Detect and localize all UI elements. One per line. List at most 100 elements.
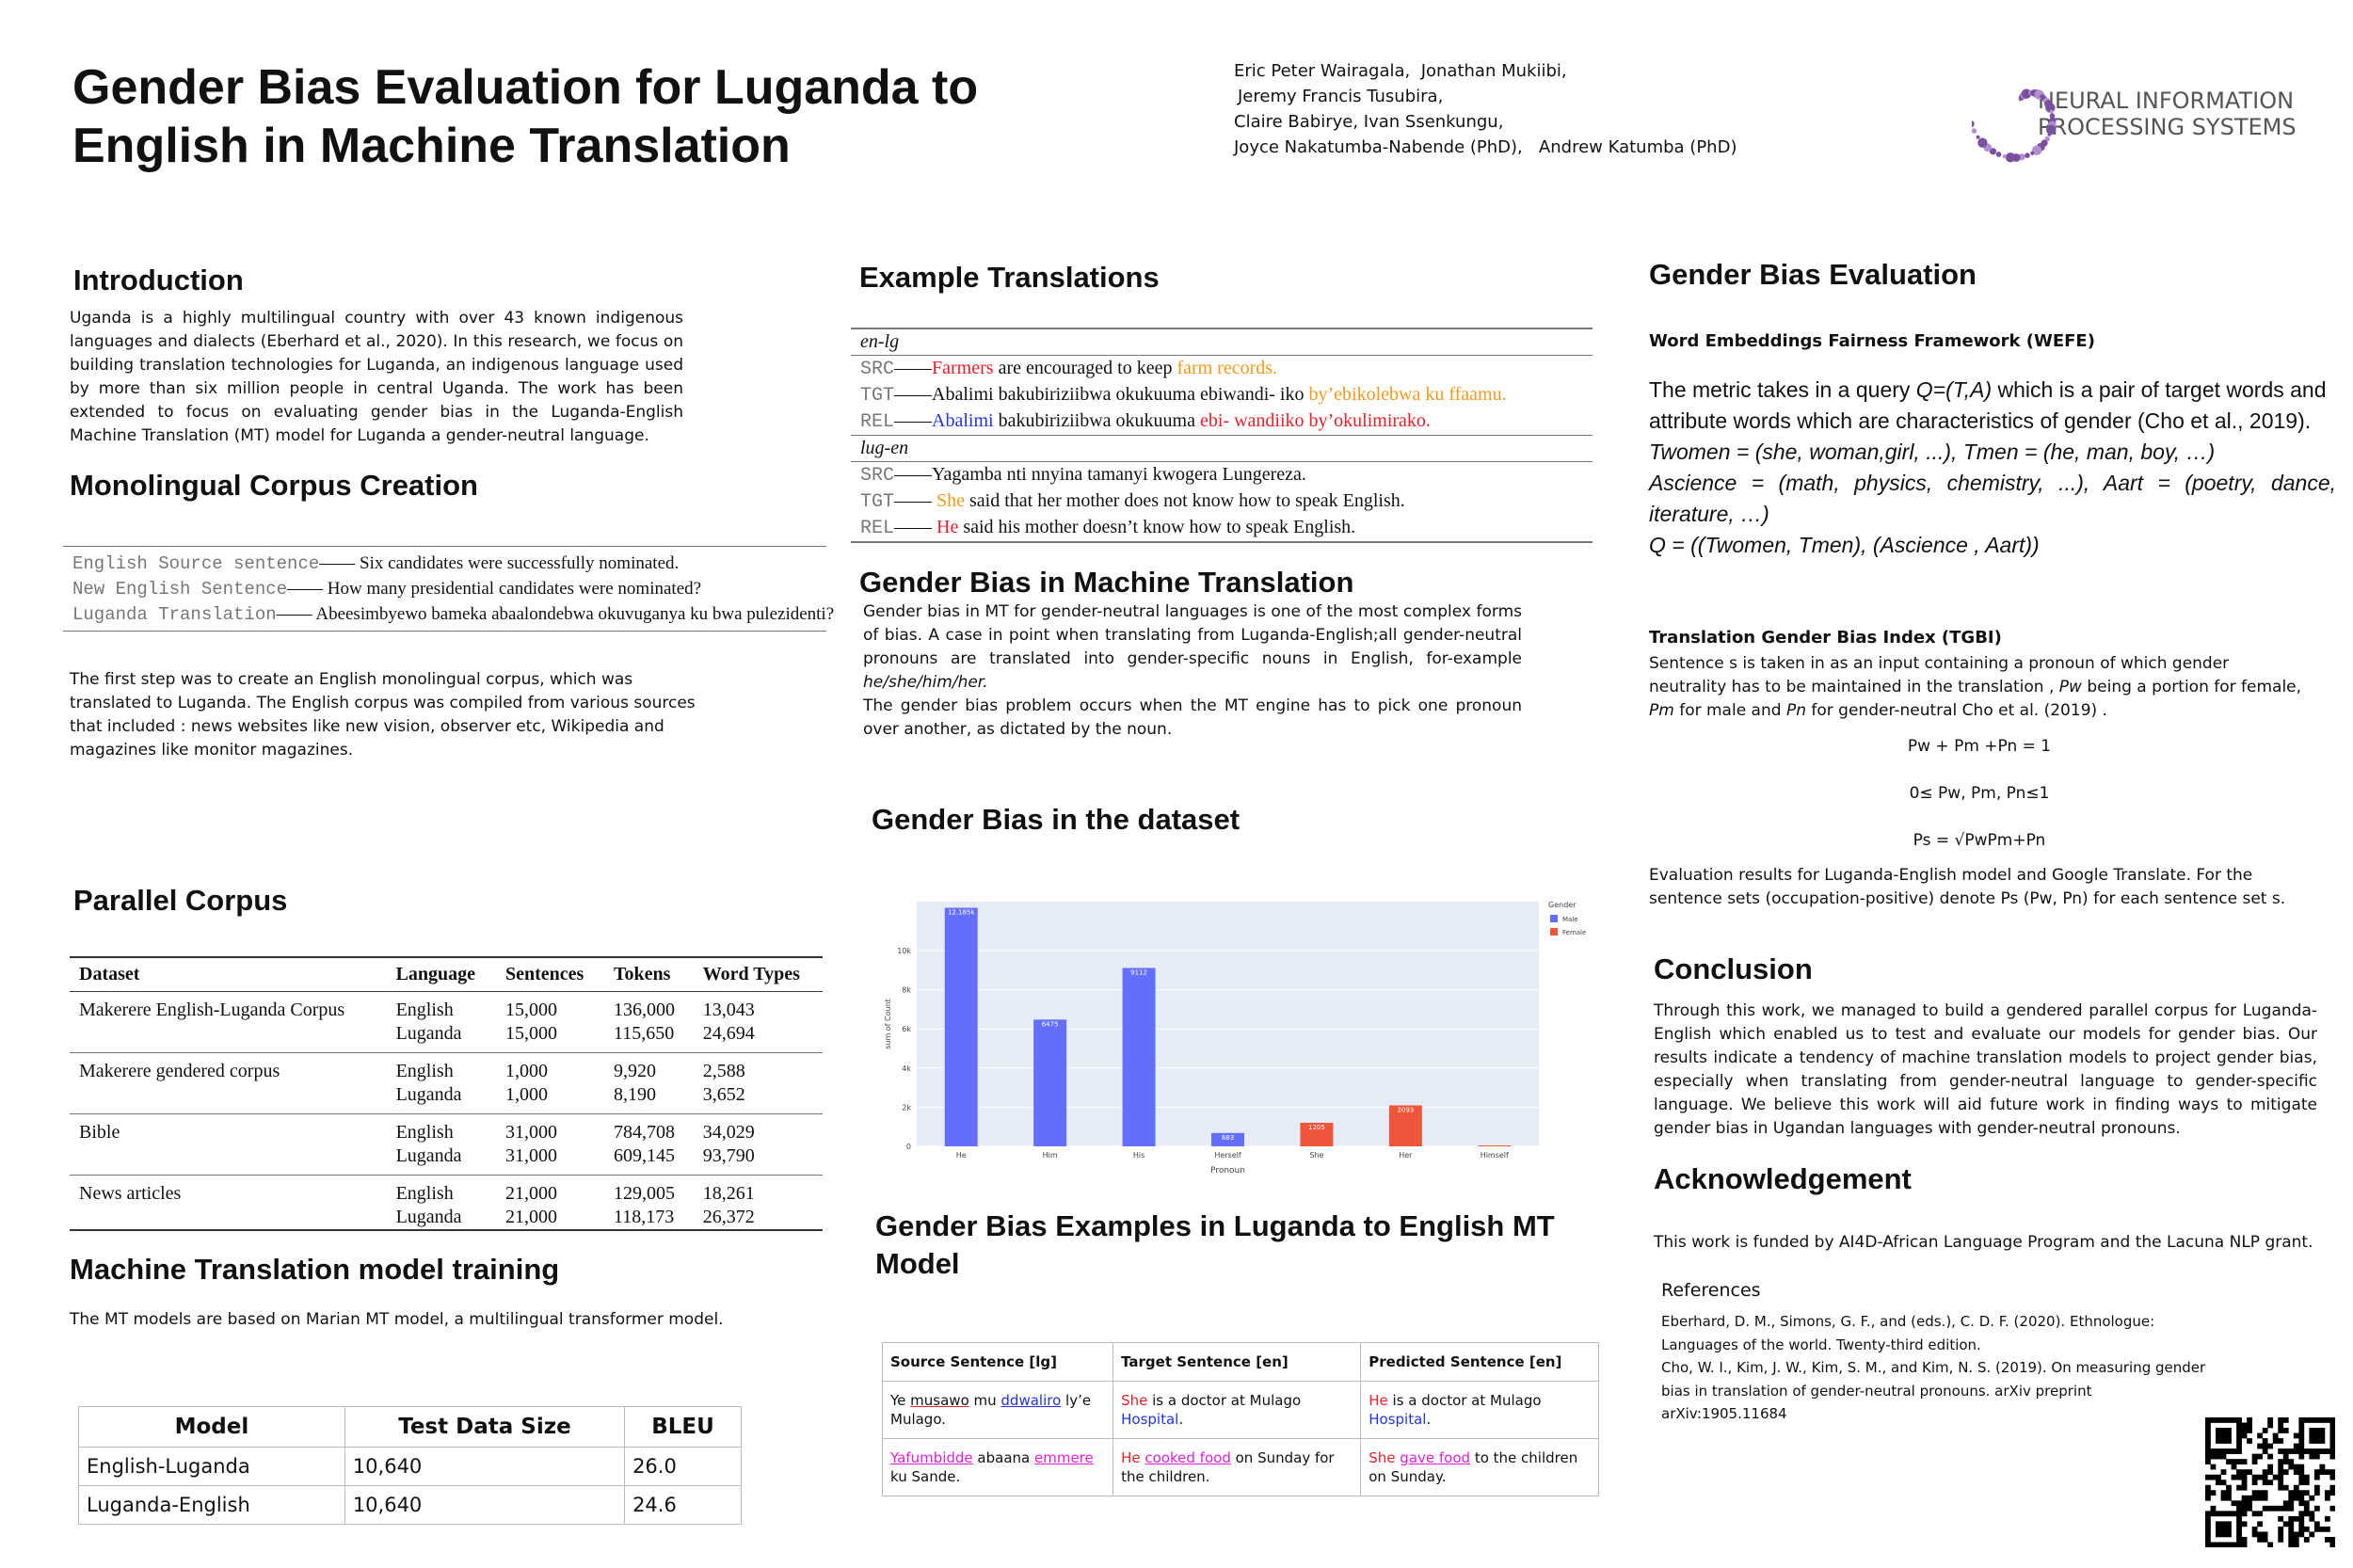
paragraph: Gender bias in MT for gender-neutral lan… xyxy=(863,600,1522,742)
qr-module xyxy=(2288,1459,2295,1464)
cell: 118,173 xyxy=(614,1207,675,1227)
qr-module xyxy=(2278,1531,2284,1538)
qr-module xyxy=(2210,1417,2217,1423)
qr-module xyxy=(2241,1480,2248,1486)
qr-module xyxy=(2205,1448,2211,1454)
text-part: He xyxy=(936,517,959,537)
tag: REL xyxy=(860,411,895,433)
text: . xyxy=(1178,1411,1184,1428)
qr-module xyxy=(2282,1484,2289,1491)
qr-module xyxy=(2205,1536,2211,1543)
logo-text: PROCESSING SYSTEMS xyxy=(2038,114,2297,140)
qr-module xyxy=(2262,1490,2268,1496)
qr-module xyxy=(2205,1511,2211,1517)
qr-module xyxy=(2236,1542,2242,1547)
mono-table: English Source sentence—— Six candidates… xyxy=(63,546,834,632)
qr-module xyxy=(2226,1417,2232,1423)
element: She is a doctor at Mulago Hospital. xyxy=(1112,1381,1362,1439)
text: arXiv:1905.11684 xyxy=(1661,1405,1787,1422)
cell xyxy=(70,1206,387,1230)
qr-module xyxy=(2236,1422,2242,1429)
qr-module xyxy=(2236,1438,2242,1444)
qr-module xyxy=(2210,1453,2217,1460)
example-table: en-lg SRC——Farmers are encouraged to keep… xyxy=(851,328,1593,543)
qr-module xyxy=(2313,1484,2320,1491)
text-part: ebi- wandiiko by’okulimirako. xyxy=(1199,410,1431,431)
text: He xyxy=(1121,1449,1141,1466)
qr-module xyxy=(2293,1443,2299,1449)
qr-module xyxy=(2236,1521,2242,1528)
qr-module xyxy=(2205,1428,2211,1433)
references: Eberhard, D. M., Simons, G. F., and (eds… xyxy=(1661,1310,2205,1426)
qr-module xyxy=(2278,1526,2284,1532)
heading: Conclusion xyxy=(1654,952,1813,985)
paragraph: The MT models are based on Marian MT mod… xyxy=(70,1310,724,1329)
cell: 24,694 xyxy=(693,1022,823,1053)
heading: Gender Bias in Machine Translation xyxy=(859,566,1354,599)
qr-module xyxy=(2278,1422,2284,1429)
table-row: English-Luganda 10,640 26.0 xyxy=(78,1447,742,1486)
text-part: Abalimi xyxy=(932,410,994,431)
paragraph: This work is funded by AI4D-African Lang… xyxy=(1654,1233,2313,1252)
qr-module xyxy=(2226,1448,2232,1454)
qr-module xyxy=(2278,1417,2284,1423)
text-part: —— xyxy=(894,384,933,405)
table-row: Makerere gendered corpus English 1,000 9,92… xyxy=(70,1053,823,1084)
cell xyxy=(70,1022,387,1053)
text: He xyxy=(1369,1392,1388,1409)
qr-module xyxy=(2205,1490,2211,1496)
header-cell: Test Data Size xyxy=(344,1406,626,1448)
logo-dot xyxy=(1972,120,1975,128)
qr-module xyxy=(2278,1515,2284,1522)
text-part: by’ebikolebwa ku ffaamu. xyxy=(1308,384,1507,405)
table-row: Makerere English-Luganda Corpus English 15… xyxy=(70,992,823,1023)
qr-code xyxy=(2205,1417,2335,1547)
qr-module xyxy=(2210,1542,2217,1547)
cell: 609,145 xyxy=(604,1144,694,1176)
text: Target Sentence [en] xyxy=(1112,1342,1362,1382)
text: he/she/him/her. xyxy=(863,673,988,692)
text: to the children on Sunday. xyxy=(1369,1449,1578,1485)
qr-module xyxy=(2262,1480,2268,1486)
qr-module xyxy=(2251,1511,2258,1517)
text: New English Sentence xyxy=(72,579,288,600)
qr-module xyxy=(2329,1542,2335,1547)
y-tick-label: 2k xyxy=(902,1103,911,1112)
heading: Gender Bias Evaluation xyxy=(1649,258,1977,291)
qr-module xyxy=(2303,1474,2310,1480)
heading: Gender Bias in the dataset xyxy=(872,803,1241,836)
value-label: 9112 xyxy=(1130,968,1147,976)
qr-module xyxy=(2205,1495,2211,1501)
qr-module xyxy=(2329,1453,2335,1460)
qr-module xyxy=(2288,1536,2295,1543)
qr-module xyxy=(2236,1536,2242,1543)
qr-module xyxy=(2298,1448,2305,1454)
bleu-table: Model Test Data Size BLEU English-Luganda 10… xyxy=(78,1406,742,1525)
cell: Luganda xyxy=(386,1144,496,1176)
cell: 115,650 xyxy=(604,1022,694,1053)
text: Q=(T,A) xyxy=(1915,377,1993,402)
value-label: 683 xyxy=(1222,1134,1234,1142)
qr-module xyxy=(2241,1459,2248,1464)
title-line: English in Machine Translation xyxy=(72,119,791,173)
cell: English xyxy=(395,1000,454,1020)
text: being a portion for female, xyxy=(2081,678,2302,696)
qr-module xyxy=(2298,1428,2305,1433)
qr-module xyxy=(2298,1438,2305,1444)
qr-module xyxy=(2236,1505,2242,1512)
qr-module xyxy=(2278,1448,2284,1454)
qr-module xyxy=(2309,1515,2315,1522)
heading: Gender Bias Examples in Luganda to Engli… xyxy=(875,1208,1555,1283)
qr-module xyxy=(2236,1448,2242,1454)
logo-dot xyxy=(1977,137,1988,148)
example-row: TGT—— She said that her mother does not … xyxy=(851,488,1593,515)
qr-module xyxy=(2293,1515,2299,1522)
qr-module xyxy=(2313,1526,2320,1532)
legend-title: Gender xyxy=(1548,901,1577,909)
bar xyxy=(1211,1132,1244,1146)
qr-module xyxy=(2267,1505,2274,1512)
cell: Makerere English-Luganda Corpus xyxy=(79,1000,345,1020)
qr-module xyxy=(2236,1428,2242,1433)
qr-module xyxy=(2324,1448,2330,1454)
x-tick-label: Her xyxy=(1399,1151,1413,1160)
